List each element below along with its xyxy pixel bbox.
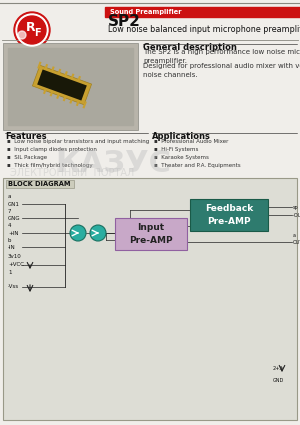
Text: 7: 7 [8, 209, 11, 213]
Text: ▪  Hi-Fi Systems: ▪ Hi-Fi Systems [154, 147, 198, 152]
Text: +VCC: +VCC [8, 263, 24, 267]
Text: GND: GND [273, 377, 284, 382]
Text: GNG: GNG [8, 215, 21, 221]
Text: Feedback
Pre-AMP: Feedback Pre-AMP [205, 204, 253, 226]
Text: ▪  Thick film/hybrid technology: ▪ Thick film/hybrid technology [7, 163, 93, 168]
Text: b: b [8, 238, 11, 243]
Polygon shape [37, 69, 87, 101]
Text: R: R [26, 20, 36, 34]
Text: 3v10: 3v10 [8, 255, 22, 260]
Bar [3, 178, 297, 420]
Text: OUT: OUT [293, 240, 300, 244]
Text: a: a [8, 193, 11, 198]
Text: a: a [293, 232, 296, 238]
Text: Designed for professional audio mixer with very low
noise channels.: Designed for professional audio mixer wi… [143, 63, 300, 77]
Text: 1: 1 [8, 270, 11, 275]
Bar [105, 7, 300, 17]
Circle shape [90, 225, 106, 241]
Text: 4: 4 [8, 223, 11, 227]
Bar [190, 199, 268, 231]
Circle shape [14, 12, 50, 48]
Bar [115, 218, 187, 250]
Bar [8, 48, 133, 125]
Text: ▪  Low noise bipolar transistors and input matching: ▪ Low noise bipolar transistors and inpu… [7, 139, 149, 144]
Text: sp: sp [293, 204, 298, 210]
Circle shape [16, 14, 48, 46]
Text: Applications: Applications [152, 132, 211, 141]
Text: ▪  Professional Audio Mixer: ▪ Professional Audio Mixer [154, 139, 228, 144]
Text: -IN: -IN [8, 244, 16, 249]
Text: F: F [34, 28, 40, 38]
Text: BLOCK DIAGRAM: BLOCK DIAGRAM [8, 181, 70, 187]
Bar [3, 43, 138, 130]
Text: The SP2 is a high performance low noise microphone
preamplifier.: The SP2 is a high performance low noise … [143, 49, 300, 63]
Text: Low noise balanced input microphone preamplifier: Low noise balanced input microphone prea… [108, 25, 300, 34]
Text: Features: Features [5, 132, 47, 141]
Text: ▪  SIL Package: ▪ SIL Package [7, 155, 47, 160]
Text: General description: General description [143, 43, 237, 52]
Bar [6, 180, 74, 188]
Text: ▪  Theater and P.A. Equipments: ▪ Theater and P.A. Equipments [154, 163, 241, 168]
Text: -Vss: -Vss [8, 284, 19, 289]
Text: Input
Pre-AMP: Input Pre-AMP [129, 223, 173, 245]
Polygon shape [32, 65, 92, 105]
Text: ЭЛЕКТРОННЫЙ  ПОРТАЛ: ЭЛЕКТРОННЫЙ ПОРТАЛ [10, 168, 134, 178]
Text: GN1: GN1 [8, 201, 20, 207]
Circle shape [70, 225, 86, 241]
Circle shape [18, 16, 46, 44]
Text: +IN: +IN [8, 230, 19, 235]
Text: ▪  Input clamp diodes protection: ▪ Input clamp diodes protection [7, 147, 97, 152]
Text: КАЗУС: КАЗУС [55, 148, 171, 178]
Text: -OUT: -OUT [293, 212, 300, 218]
Text: 2+3: 2+3 [273, 366, 284, 371]
Text: Sound Preamplifier: Sound Preamplifier [110, 9, 182, 15]
Text: SP2: SP2 [108, 14, 141, 28]
Circle shape [18, 31, 26, 39]
Text: ▪  Karaoke Systems: ▪ Karaoke Systems [154, 155, 209, 160]
